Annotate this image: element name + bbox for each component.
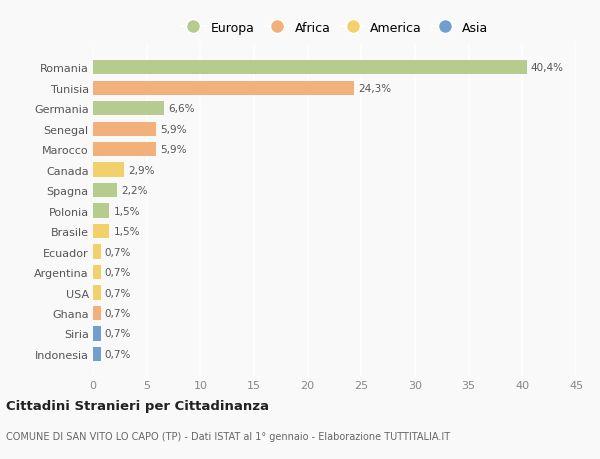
Bar [93,102,164,116]
Bar [93,143,157,157]
Bar [93,204,109,218]
Text: 0,7%: 0,7% [105,268,131,277]
Text: 2,2%: 2,2% [121,186,148,196]
Bar [93,286,101,300]
Bar [93,184,116,198]
Bar [93,306,101,320]
Text: 6,6%: 6,6% [168,104,194,114]
Text: 0,7%: 0,7% [105,288,131,298]
Bar [93,61,527,75]
Text: 2,9%: 2,9% [128,165,155,175]
Text: 5,9%: 5,9% [161,145,187,155]
Text: 0,7%: 0,7% [105,308,131,319]
Text: 0,7%: 0,7% [105,349,131,359]
Bar [93,81,354,95]
Bar [93,224,109,239]
Text: 0,7%: 0,7% [105,247,131,257]
Text: 0,7%: 0,7% [105,329,131,339]
Bar [93,265,101,280]
Bar [93,245,101,259]
Text: 1,5%: 1,5% [113,227,140,236]
Bar [93,122,157,136]
Bar [93,327,101,341]
Text: 1,5%: 1,5% [113,206,140,216]
Legend: Europa, Africa, America, Asia: Europa, Africa, America, Asia [178,19,491,37]
Text: 5,9%: 5,9% [161,124,187,134]
Text: 40,4%: 40,4% [531,63,564,73]
Text: 24,3%: 24,3% [358,84,391,94]
Bar [93,163,124,178]
Text: Cittadini Stranieri per Cittadinanza: Cittadini Stranieri per Cittadinanza [6,399,269,412]
Bar [93,347,101,361]
Text: COMUNE DI SAN VITO LO CAPO (TP) - Dati ISTAT al 1° gennaio - Elaborazione TUTTIT: COMUNE DI SAN VITO LO CAPO (TP) - Dati I… [6,431,450,442]
